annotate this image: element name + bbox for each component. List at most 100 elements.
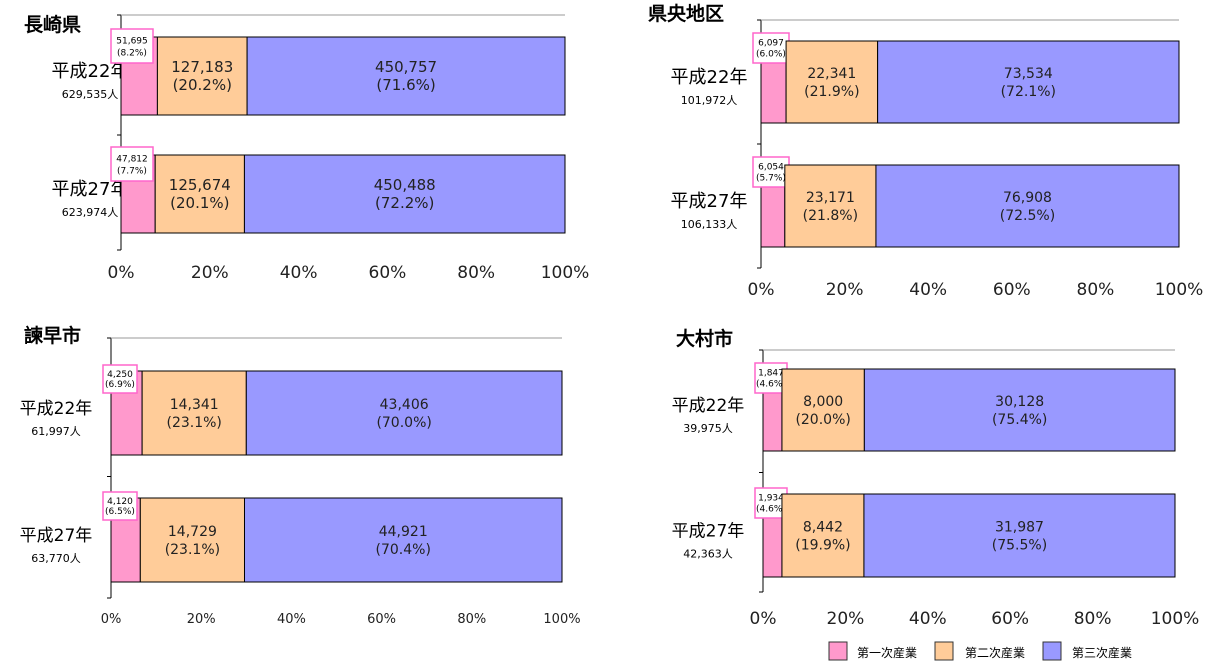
data-label-count: 47,812 (116, 154, 148, 164)
x-tick-label: 100% (1151, 609, 1200, 629)
bar-segment (243, 497, 563, 583)
data-label-pct: (6.5%) (105, 507, 135, 517)
chart-title: 諫早市 (24, 324, 81, 347)
x-tick-label: 20% (827, 609, 865, 629)
data-label-pct: (70.0%) (376, 415, 431, 431)
callout-box (110, 146, 154, 182)
bar-segment (243, 154, 566, 234)
x-tick-label: 100% (1155, 280, 1204, 300)
data-label-count: 8,442 (803, 520, 843, 536)
data-label-count: 6,054 (758, 163, 784, 173)
x-tick-label: 40% (909, 609, 947, 629)
x-tick-label: 40% (277, 612, 306, 627)
data-label-pct: (20.1%) (170, 194, 229, 212)
data-label-count: 14,729 (168, 524, 217, 540)
data-label-pct: (72.2%) (375, 194, 434, 212)
category-total: 629,535人 (62, 88, 119, 101)
data-label-pct: (19.9%) (795, 538, 850, 554)
data-label-count: 450,757 (375, 58, 437, 76)
category-label: 平成22年 (672, 396, 745, 416)
x-tick-label: 0% (108, 263, 135, 283)
chart-title: 長崎県 (24, 13, 81, 36)
data-label-count: 6,097 (758, 39, 784, 49)
data-label-count: 1,847 (758, 369, 784, 379)
callout-box (752, 156, 790, 188)
data-label-pct: (75.4%) (992, 412, 1047, 428)
data-label-count: 43,406 (380, 397, 429, 413)
data-label-pct: (6.9%) (105, 380, 135, 390)
data-label-pct: (4.6%) (756, 379, 786, 389)
bar-segment (141, 370, 247, 456)
data-label-pct: (20.2%) (173, 76, 232, 94)
category-total: 623,974人 (62, 206, 119, 219)
category-total: 106,133人 (681, 218, 738, 231)
data-label-pct: (7.7%) (117, 167, 147, 177)
bar-segment (863, 493, 1176, 578)
data-label-pct: (5.7%) (756, 173, 786, 183)
x-tick-label: 80% (1077, 280, 1115, 300)
data-label-pct: (23.1%) (167, 415, 222, 431)
data-label-count: 1,934 (758, 494, 784, 504)
bar-segment (154, 154, 245, 234)
category-label: 平成27年 (52, 179, 129, 200)
data-label-count: 4,120 (107, 497, 133, 507)
bar-segment (863, 368, 1176, 452)
data-label-pct: (6.0%) (756, 49, 786, 59)
data-label-count: 450,488 (374, 176, 436, 194)
data-label-pct: (70.4%) (376, 542, 431, 558)
x-tick-label: 60% (991, 609, 1029, 629)
x-tick-label: 60% (993, 280, 1031, 300)
legend-swatch (1042, 641, 1062, 661)
data-label-pct: (71.6%) (376, 76, 435, 94)
category-label: 平成27年 (20, 526, 93, 546)
category-total: 39,975人 (683, 422, 733, 435)
legend: 第一次産業 第二次産業 第三次産業 (828, 641, 1132, 661)
data-label-pct: (75.5%) (992, 538, 1047, 554)
x-tick-label: 20% (191, 263, 229, 283)
x-tick-label: 40% (280, 263, 318, 283)
data-label-pct: (8.2%) (117, 49, 147, 59)
bar-segment (785, 40, 879, 124)
legend-label: 第一次産業 (857, 645, 917, 660)
legend-label: 第三次産業 (1072, 645, 1132, 660)
category-label: 平成27年 (672, 522, 745, 542)
data-label-count: 31,987 (995, 520, 1044, 536)
data-label-pct: (4.6%) (756, 504, 786, 514)
x-tick-label: 80% (457, 612, 486, 627)
x-tick-label: 60% (369, 263, 407, 283)
bar-segment (245, 370, 563, 456)
category-total: 63,770人 (31, 552, 81, 565)
chart-title: 県央地区 (648, 2, 724, 25)
bar-segment (784, 164, 877, 248)
callout-box (102, 491, 138, 521)
bar-segment (877, 40, 1180, 124)
data-label-count: 8,000 (803, 394, 843, 410)
bar-segment (875, 164, 1180, 248)
data-label-count: 23,171 (806, 190, 855, 206)
category-total: 61,997人 (31, 425, 81, 438)
x-tick-label: 20% (187, 612, 216, 627)
chart-panel-2: 県央地区 0% 20% 40% 60% 80% 100% 平成22年 101,972人 6,097… (648, 2, 1203, 300)
x-tick-label: 0% (101, 612, 122, 627)
data-label-pct: (21.9%) (804, 84, 859, 100)
category-total: 101,972人 (681, 94, 738, 107)
bar-segment (781, 493, 865, 578)
legend-label: 第二次産業 (965, 645, 1025, 660)
bar-segment (139, 497, 245, 583)
bar-segment (781, 368, 865, 452)
category-label: 平成27年 (671, 191, 748, 212)
x-tick-label: 0% (748, 280, 775, 300)
legend-swatch (828, 641, 848, 661)
x-tick-label: 20% (826, 280, 864, 300)
callout-box (110, 28, 154, 64)
data-label-count: 30,128 (995, 394, 1044, 410)
data-label-pct: (72.5%) (1000, 208, 1055, 224)
x-tick-label: 80% (457, 263, 495, 283)
x-tick-label: 60% (367, 612, 396, 627)
callout-box (102, 364, 138, 394)
bar-segment (156, 36, 248, 116)
category-label: 平成22年 (671, 67, 748, 88)
data-label-pct: (21.8%) (803, 208, 858, 224)
